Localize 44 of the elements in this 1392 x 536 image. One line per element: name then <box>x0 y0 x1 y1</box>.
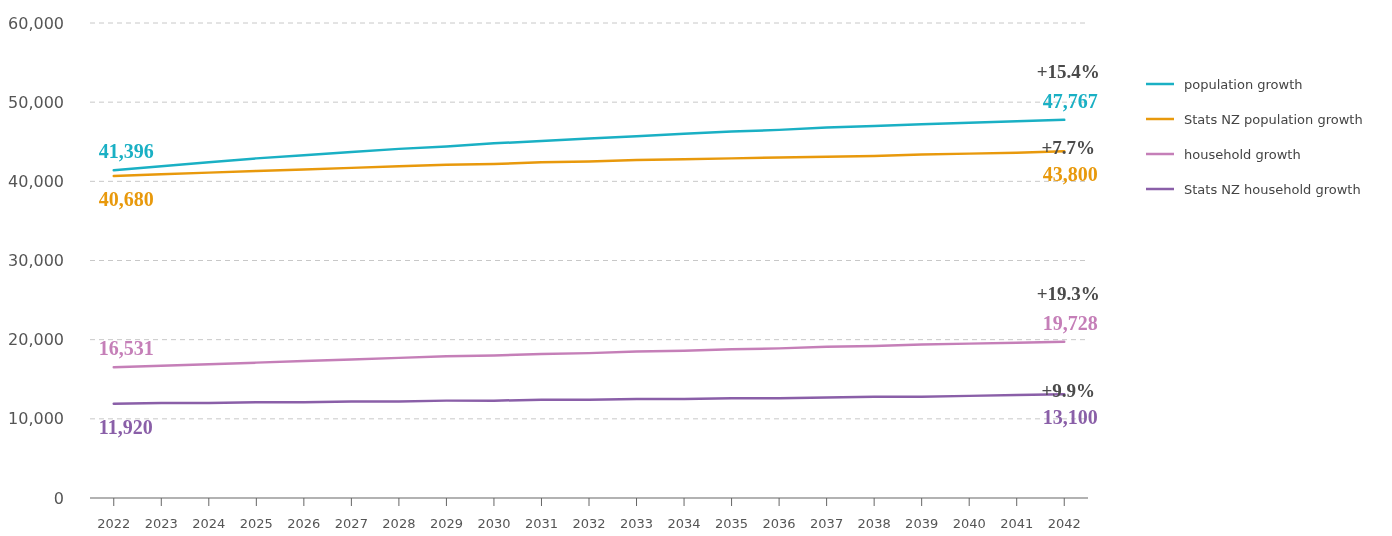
x-tick-label: 2040 <box>952 516 986 531</box>
x-tick-label: 2024 <box>192 516 226 531</box>
y-tick-label: 50,000 <box>8 92 64 112</box>
annotation: +9.9% <box>1041 380 1096 402</box>
annotation: +7.7% <box>1041 137 1096 159</box>
data-label: 47,767 <box>1042 89 1098 112</box>
x-tick-label: 2028 <box>382 516 416 531</box>
y-tick-label: 10,000 <box>8 409 64 429</box>
x-tick-label: 2037 <box>810 516 844 531</box>
x-tick-label: 2036 <box>762 516 796 531</box>
data-label: 40,680 <box>98 187 154 210</box>
legend-label: household growth <box>1184 146 1301 162</box>
x-tick-label: 2022 <box>97 516 131 531</box>
x-tick-label: 2042 <box>1047 516 1081 531</box>
data-label: 41,396 <box>98 140 154 163</box>
x-tick-label: 2030 <box>477 516 511 531</box>
data-label: 19,728 <box>1042 311 1098 334</box>
x-tick-label: 2032 <box>572 516 606 531</box>
x-tick-label: 2033 <box>619 516 654 531</box>
legend-label: Stats NZ household growth <box>1184 181 1361 197</box>
y-tick-label: 40,000 <box>8 171 64 191</box>
data-label: 16,531 <box>98 337 154 360</box>
legend-label: population growth <box>1184 76 1303 92</box>
data-label: 13,100 <box>1042 406 1098 429</box>
x-tick-label: 2027 <box>334 516 368 531</box>
y-tick-label: 30,000 <box>8 251 64 271</box>
x-tick-label: 2023 <box>144 516 178 531</box>
x-tick-label: 2038 <box>857 516 891 531</box>
y-tick-label: 60,000 <box>8 13 64 33</box>
x-tick-label: 2026 <box>287 516 321 531</box>
x-tick-label: 2041 <box>1000 516 1034 531</box>
x-tick-label: 2039 <box>905 516 939 531</box>
x-tick-label: 2034 <box>667 516 701 531</box>
y-tick-label: 20,000 <box>8 330 64 350</box>
x-tick-label: 2031 <box>524 516 559 531</box>
x-tick-label: 2029 <box>429 516 463 531</box>
x-tick-label: 2035 <box>715 516 749 531</box>
x-tick-label: 2025 <box>239 516 273 531</box>
legend-label: Stats NZ population growth <box>1184 111 1363 127</box>
y-tick-label: 0 <box>53 488 64 508</box>
annotation: +15.4% <box>1036 60 1100 82</box>
annotation: +19.3% <box>1036 282 1100 304</box>
data-label: 43,800 <box>1042 163 1098 186</box>
data-label: 11,920 <box>98 415 153 438</box>
